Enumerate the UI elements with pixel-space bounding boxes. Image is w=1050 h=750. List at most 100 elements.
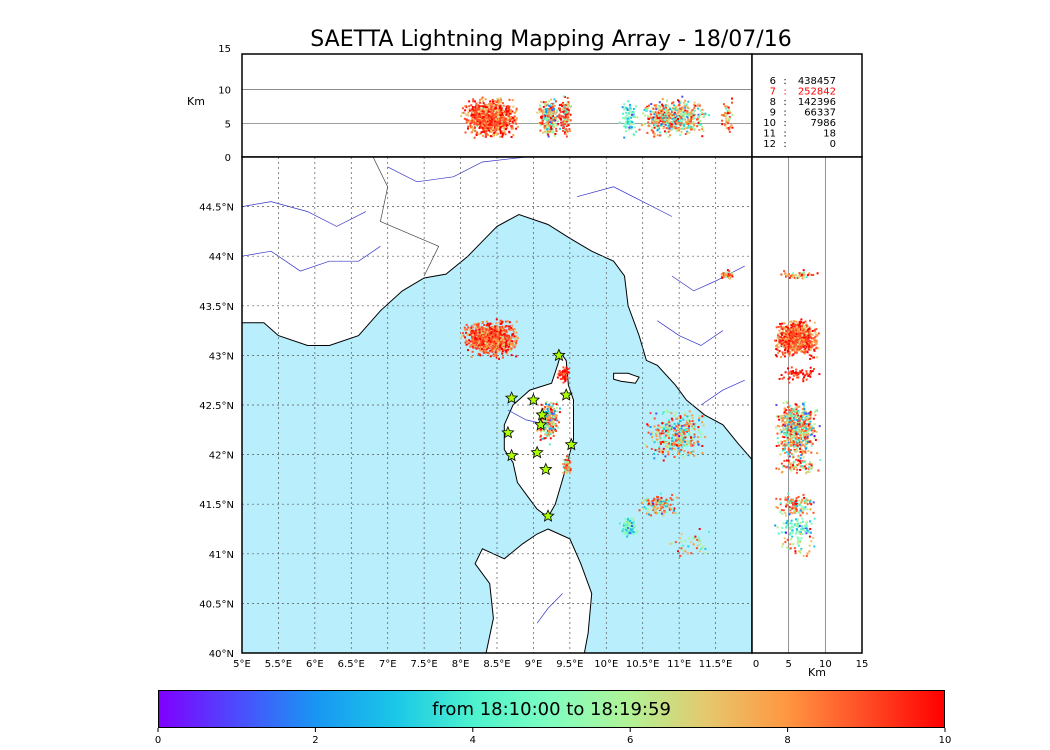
side-source-point (814, 335, 817, 338)
altitude-source-point (727, 106, 730, 109)
altitude-source-point (621, 106, 624, 109)
altitude-source-point (511, 120, 514, 123)
side-source-point (776, 346, 779, 349)
altitude-source-point (540, 117, 543, 119)
altitude-source-point (501, 125, 504, 128)
lightning-source-point (510, 340, 512, 342)
side-source-point (804, 331, 807, 333)
side-source-point (788, 381, 791, 384)
altitude-source-point (658, 127, 661, 130)
lightning-source-point (485, 344, 487, 347)
side-source-point (790, 330, 793, 333)
altitude-source-point (500, 124, 503, 127)
lightning-source-point (685, 422, 688, 425)
lightning-source-point (726, 271, 729, 274)
lightning-source-point (661, 440, 664, 443)
altitude-source-point (505, 118, 508, 121)
side-source-point (784, 347, 787, 350)
lma-station-star (501, 425, 515, 439)
lightning-source-point (720, 273, 723, 276)
lightning-source-point (671, 425, 674, 428)
altitude-source-point (665, 121, 668, 124)
lightning-source-point (628, 522, 631, 525)
altitude-source-point (552, 119, 555, 122)
altitude-source-point (687, 100, 690, 103)
altitude-source-point (483, 120, 486, 122)
altitude-source-point (676, 122, 679, 125)
altitude-source-point (492, 113, 495, 115)
lightning-source-point (663, 509, 666, 512)
lightning-source-point (482, 336, 485, 339)
lightning-source-point (546, 404, 549, 407)
lightning-source-point (504, 346, 507, 349)
lightning-source-point (505, 331, 508, 334)
lightning-source-point (667, 435, 670, 438)
altitude-source-point (687, 118, 690, 121)
altitude-source-point (563, 103, 566, 106)
side-source-point (794, 322, 797, 325)
lightning-source-point (565, 465, 568, 468)
altitude-source-point (490, 123, 493, 126)
lma-station-star (504, 448, 519, 462)
altitude-source-point (486, 116, 489, 119)
side-source-point (809, 357, 812, 360)
lightning-source-point (555, 403, 558, 406)
lightning-source-point (479, 336, 482, 339)
corsica-island (503, 352, 574, 518)
lightning-source-point (674, 541, 677, 544)
lightning-source-point (480, 330, 483, 333)
lightning-source-point (486, 341, 489, 344)
lightning-source-point (547, 419, 550, 421)
altitude-source-point (618, 121, 621, 124)
station-count-separator: : (783, 118, 786, 129)
altitude-source-point (478, 127, 481, 129)
side-source-point (792, 374, 795, 377)
altitude-source-point (724, 114, 727, 117)
lightning-source-point (666, 425, 669, 428)
lightning-source-point (546, 434, 549, 437)
altitude-source-point (702, 130, 705, 133)
altitude-source-point (480, 123, 483, 126)
lightning-source-point (663, 426, 666, 429)
side-source-point (795, 320, 798, 323)
lightning-source-point (699, 436, 702, 438)
lightning-source-point (543, 421, 546, 424)
lightning-source-point (499, 329, 502, 332)
altitude-source-point (666, 104, 669, 107)
altitude-source-point (688, 120, 691, 123)
lightning-source-point (562, 381, 565, 384)
altitude-source-point (665, 115, 668, 118)
lightning-source-point (563, 376, 566, 379)
altitude-source-point (676, 113, 679, 115)
side-source-point (780, 339, 783, 342)
lightning-source-point (472, 342, 475, 345)
altitude-source-point (539, 123, 542, 126)
altitude-source-point (476, 131, 479, 134)
altitude-source-point (727, 112, 730, 115)
altitude-source-point (687, 125, 690, 127)
lightning-source-point (486, 331, 489, 334)
lightning-source-point (564, 372, 567, 374)
lightning-source-point (549, 424, 552, 427)
altitude-source-point (665, 118, 667, 121)
side-source-point (786, 332, 789, 335)
altitude-source-point (559, 127, 561, 130)
lightning-source-point (552, 417, 555, 420)
altitude-source-point (544, 116, 547, 119)
lightning-source-point (504, 320, 507, 323)
altitude-source-point (493, 132, 496, 134)
side-source-point (794, 350, 797, 353)
lightning-source-point (653, 441, 656, 444)
altitude-source-point (721, 119, 724, 122)
lightning-source-point (679, 424, 682, 427)
side-source-point (795, 371, 798, 374)
altitude-source-point (490, 114, 493, 116)
altitude-source-point (566, 114, 569, 117)
lightning-source-point (563, 469, 566, 472)
altitude-source-point (700, 112, 703, 114)
altitude-source-point (653, 113, 656, 116)
altitude-source-point (555, 124, 558, 127)
lightning-source-point (476, 329, 479, 332)
altitude-source-point (483, 124, 486, 127)
lightning-source-point (546, 417, 549, 420)
